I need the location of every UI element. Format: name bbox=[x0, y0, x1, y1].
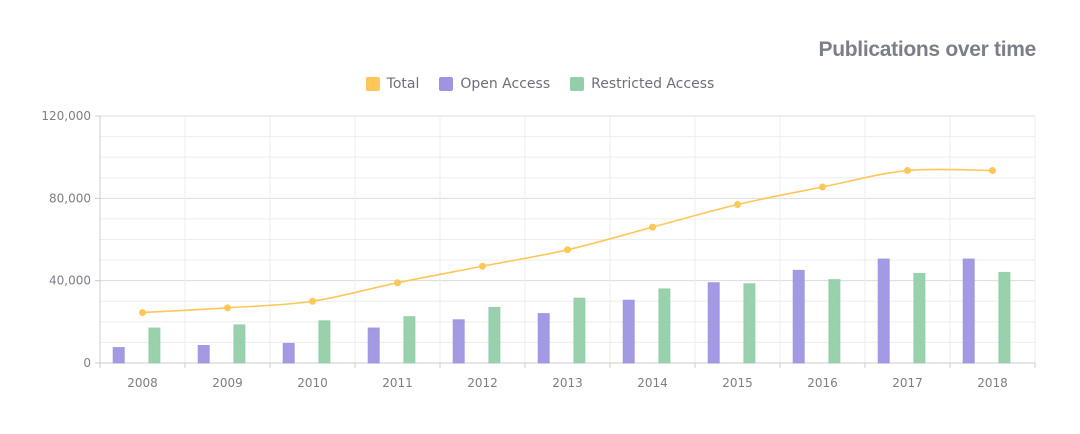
bar-open-access bbox=[622, 299, 635, 364]
bar-restricted-access bbox=[998, 271, 1011, 364]
legend: Total Open Access Restricted Access bbox=[0, 76, 1080, 92]
x-tick-label: 2011 bbox=[382, 376, 413, 390]
legend-label-total: Total bbox=[386, 76, 420, 92]
point-total bbox=[224, 304, 231, 312]
bar-open-access bbox=[452, 319, 465, 364]
bar-open-access bbox=[112, 347, 125, 364]
x-tick-label: 2015 bbox=[722, 376, 753, 390]
y-tick-label: 0 bbox=[83, 356, 91, 370]
bar-restricted-access bbox=[913, 272, 926, 364]
chart-title: Publications over time bbox=[818, 38, 1037, 61]
point-total bbox=[989, 167, 996, 175]
y-tick-label: 80,000 bbox=[49, 191, 91, 205]
bar-open-access bbox=[537, 313, 550, 364]
bar-open-access bbox=[282, 342, 295, 364]
y-tick-label: 40,000 bbox=[49, 274, 91, 288]
x-tick-label: 2010 bbox=[297, 376, 328, 390]
legend-label-open-access: Open Access bbox=[460, 76, 551, 92]
x-tick-label: 2012 bbox=[467, 376, 498, 390]
bar-restricted-access bbox=[828, 279, 841, 364]
y-tick-label: 120,000 bbox=[41, 109, 91, 123]
legend-item-open-access[interactable]: Open Access bbox=[439, 76, 550, 92]
x-tick-label: 2014 bbox=[637, 376, 668, 390]
bar-restricted-access bbox=[658, 288, 671, 364]
bar-restricted-access bbox=[233, 324, 246, 364]
point-total bbox=[309, 297, 316, 305]
bar-restricted-access bbox=[573, 297, 586, 364]
bar-restricted-access bbox=[318, 320, 331, 364]
bar-open-access bbox=[367, 327, 380, 364]
x-tick-label: 2008 bbox=[127, 376, 158, 390]
bar-restricted-access bbox=[148, 327, 161, 364]
x-tick-label: 2016 bbox=[807, 376, 838, 390]
x-tick-label: 2013 bbox=[552, 376, 583, 390]
point-total bbox=[479, 262, 486, 270]
bar-open-access bbox=[197, 345, 210, 364]
point-total bbox=[734, 201, 741, 209]
legend-swatch-open-access bbox=[439, 77, 454, 91]
point-total bbox=[394, 279, 401, 287]
x-tick-label: 2009 bbox=[212, 376, 243, 390]
bar-open-access bbox=[792, 269, 805, 364]
bar-open-access bbox=[707, 282, 720, 364]
legend-swatch-total bbox=[365, 77, 380, 91]
bar-open-access bbox=[877, 258, 890, 364]
x-tick-label: 2018 bbox=[977, 376, 1008, 390]
point-total bbox=[564, 246, 571, 254]
bar-restricted-access bbox=[488, 306, 501, 364]
point-total bbox=[139, 309, 146, 317]
bar-restricted-access bbox=[403, 316, 416, 364]
x-tick-label: 2017 bbox=[892, 376, 923, 390]
point-total bbox=[904, 167, 911, 175]
bar-restricted-access bbox=[743, 283, 756, 364]
point-total bbox=[819, 183, 826, 191]
bar-open-access bbox=[962, 258, 975, 364]
legend-swatch-restricted-access bbox=[570, 77, 585, 91]
legend-item-restricted-access[interactable]: Restricted Access bbox=[570, 76, 714, 92]
point-total bbox=[649, 223, 656, 231]
legend-item-total[interactable]: Total bbox=[365, 76, 420, 92]
legend-label-restricted-access: Restricted Access bbox=[591, 76, 715, 92]
